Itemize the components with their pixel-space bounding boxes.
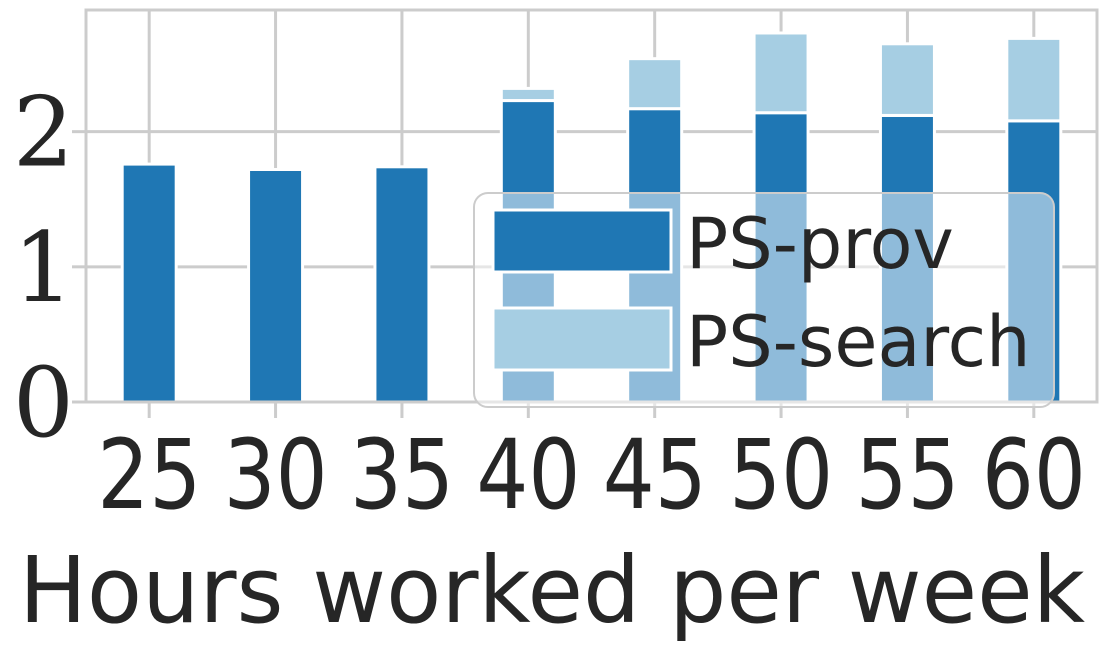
bar-ps-prov-35 [373, 165, 431, 404]
bar-ps-search-45 [626, 57, 684, 111]
legend-swatch-ps-search [491, 306, 673, 372]
x-axis-ticks: 25 30 35 40 45 50 55 60 [97, 402, 1086, 531]
x-tick-label: 55 [855, 419, 959, 531]
y-tick-label: 2 [13, 77, 74, 189]
y-tick-label: 1 [13, 212, 74, 324]
bar-ps-search-55 [878, 42, 936, 117]
x-tick-label: 60 [982, 419, 1086, 531]
legend: PS-prov PS-search [473, 192, 1055, 408]
x-tick-label: 45 [603, 419, 707, 531]
bar-ps-search-60 [1005, 36, 1063, 123]
x-tick-label: 40 [476, 419, 580, 531]
x-tick-label: 30 [224, 419, 328, 531]
bar-ps-prov-30 [247, 168, 305, 404]
legend-label-ps-prov: PS-prov [686, 203, 954, 285]
bar-ps-search-40 [499, 86, 557, 103]
x-tick-label: 50 [729, 419, 833, 531]
x-tick-label: 25 [97, 419, 201, 531]
x-axis-label: Hours worked per week [19, 537, 1086, 644]
y-axis-ticks: 0 1 2 [13, 77, 86, 459]
y-tick-label: 0 [13, 347, 74, 459]
bar-ps-prov-25 [120, 162, 178, 404]
legend-swatch-ps-prov [491, 208, 673, 274]
bar-ps-search-50 [752, 31, 810, 115]
legend-label-ps-search: PS-search [686, 301, 1030, 383]
x-tick-label: 35 [350, 419, 454, 531]
